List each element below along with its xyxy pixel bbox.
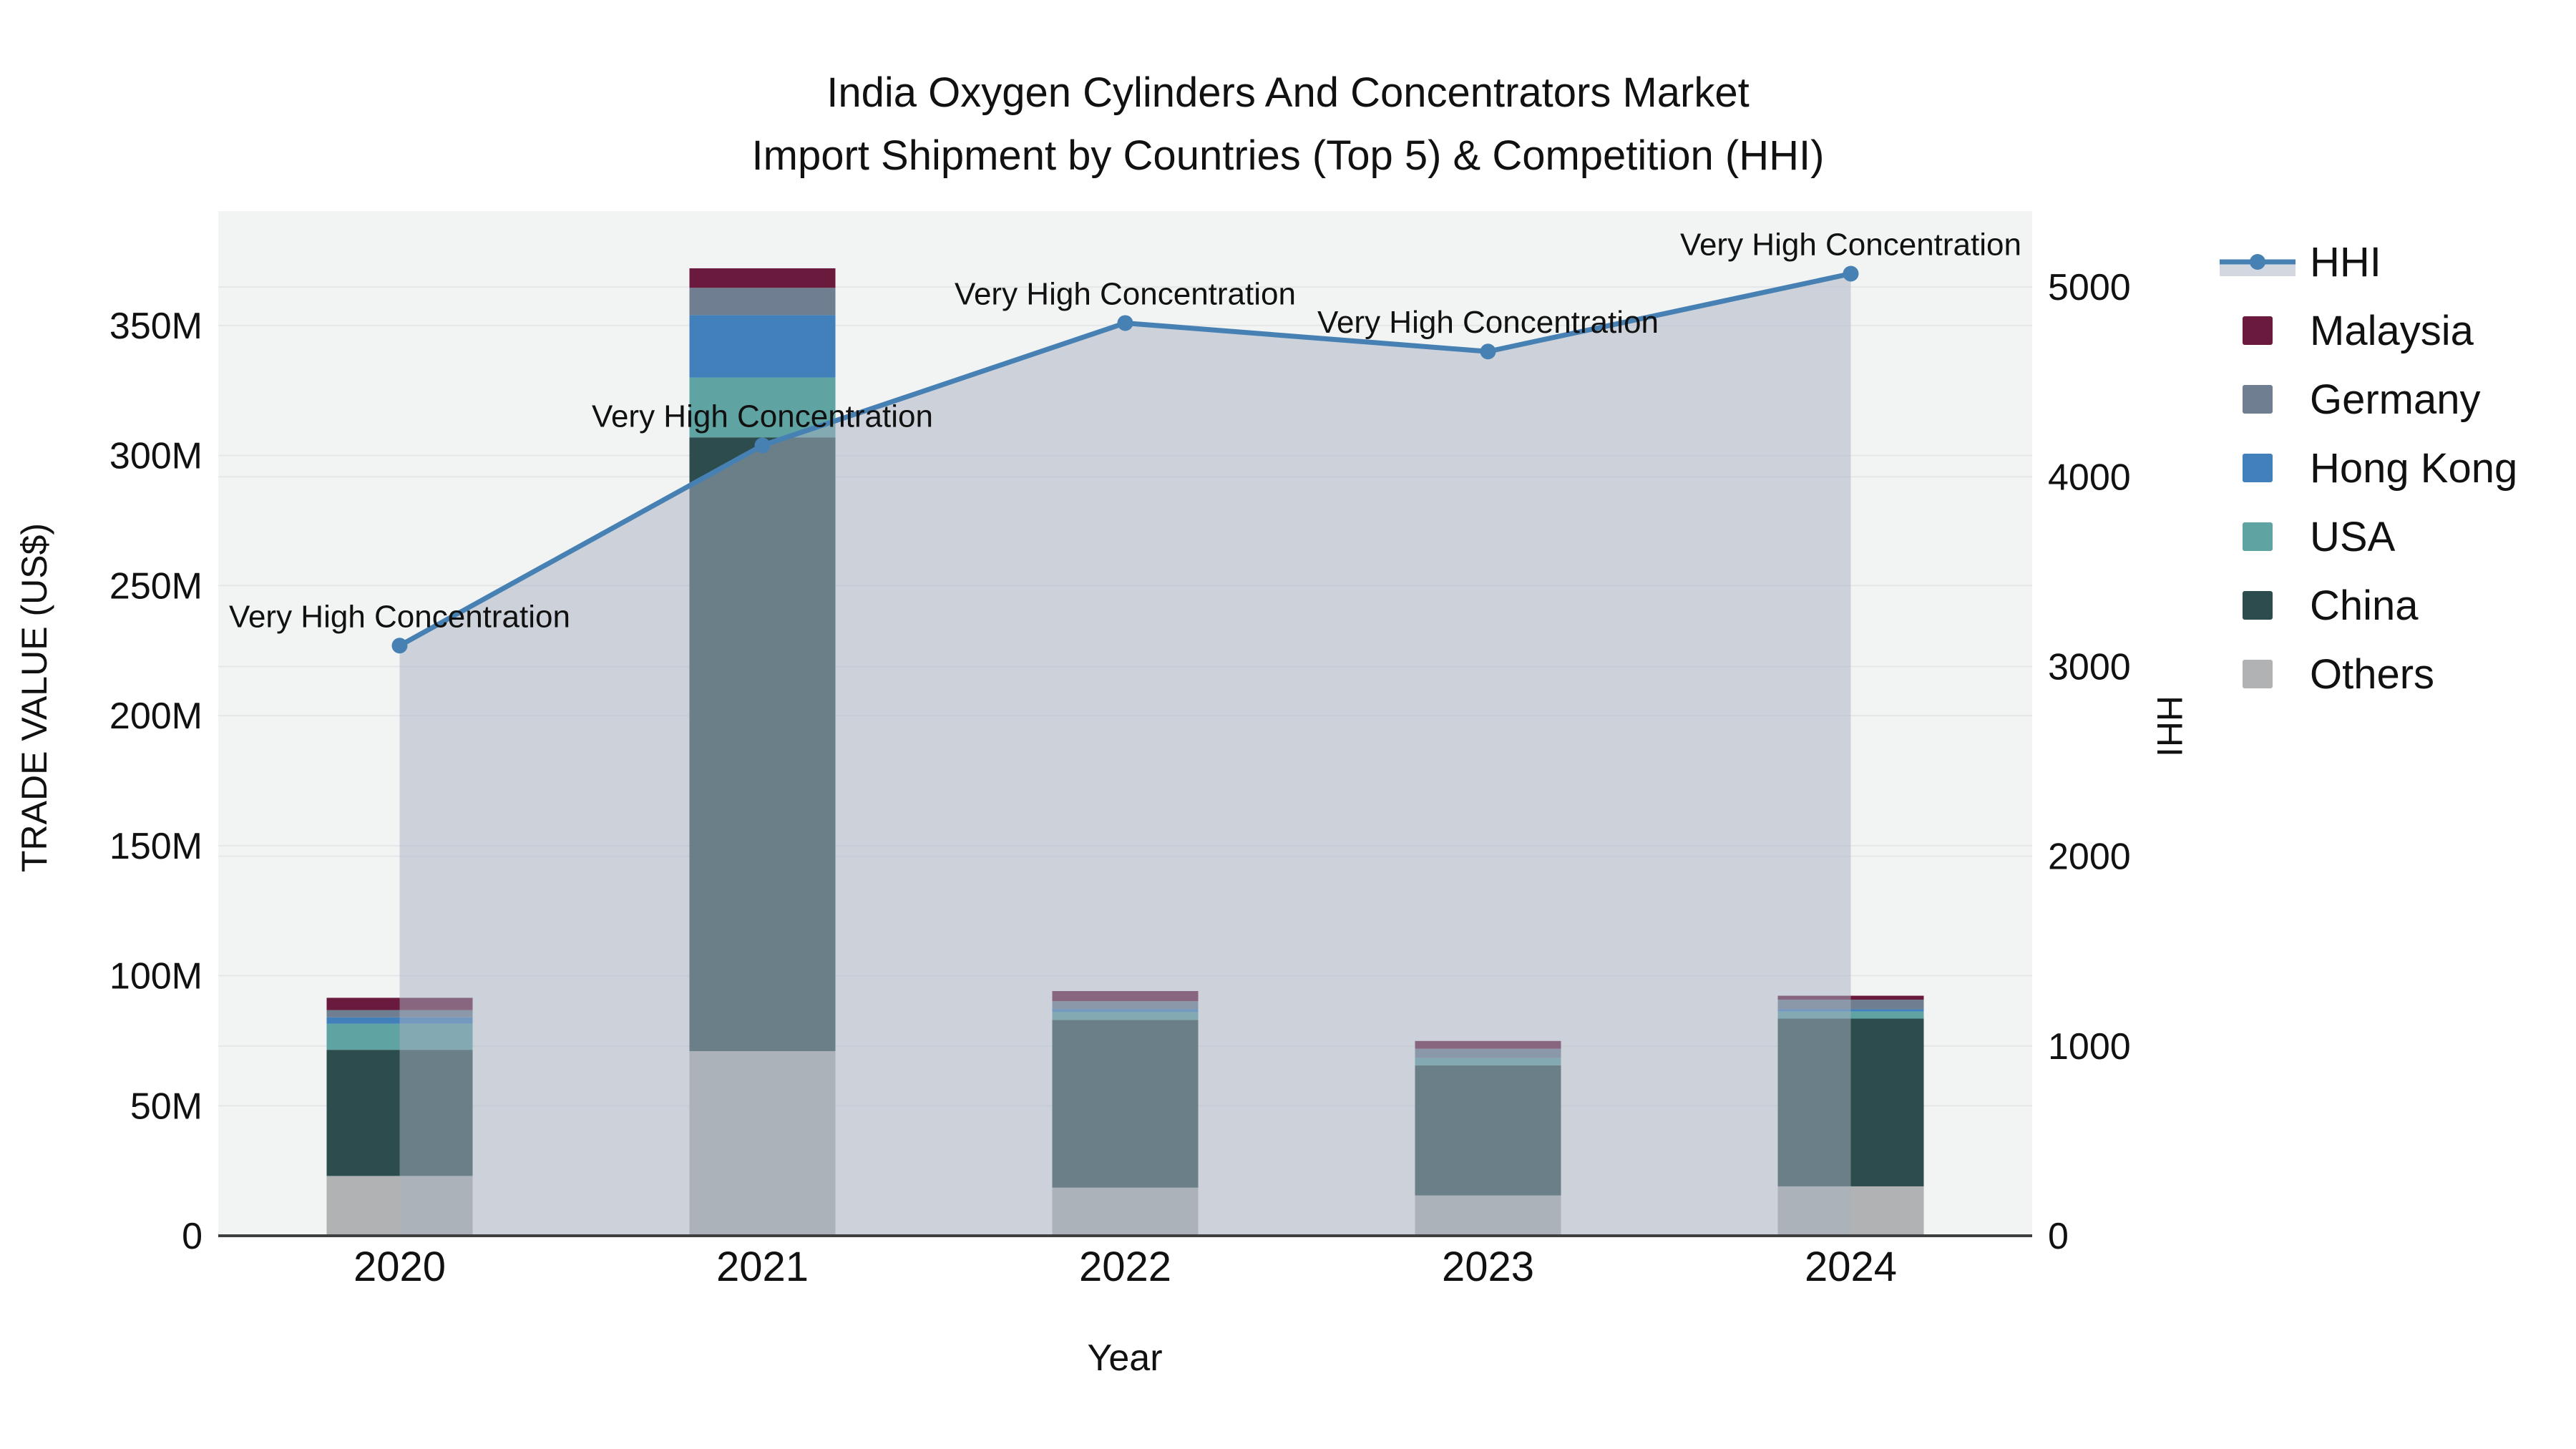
annotation-2020: Very High Concentration xyxy=(229,599,570,634)
x-tick-label: 2024 xyxy=(1805,1244,1897,1290)
china-swatch-square xyxy=(2243,591,2273,620)
malaysia-legend-swatch xyxy=(2218,316,2297,345)
y-axis-title-left: TRADE VALUE (US$) xyxy=(14,522,54,873)
hhi-area-fill xyxy=(399,273,1851,1236)
hhi-legend-dot xyxy=(2250,254,2265,270)
chart-title-line1: India Oxygen Cylinders And Concentrators… xyxy=(826,69,1750,116)
legend-item-others[interactable]: Others xyxy=(2218,640,2517,708)
x-tick-label: 2020 xyxy=(353,1244,446,1290)
malaysia-swatch-square xyxy=(2243,316,2273,345)
legend-item-china[interactable]: China xyxy=(2218,571,2517,640)
bar-segment-malaysia-2021[interactable] xyxy=(689,268,836,288)
x-tick-label: 2023 xyxy=(1442,1244,1534,1290)
usa-swatch-square xyxy=(2243,522,2273,551)
y-right-tick-label: 3000 xyxy=(2048,646,2131,688)
legend-label-hhi: HHI xyxy=(2310,238,2381,286)
y-axis-title-right: HHI xyxy=(2150,695,2190,758)
x-axis-title: Year xyxy=(1087,1337,1163,1379)
others-swatch-square xyxy=(2243,660,2273,688)
legend-label-hong-kong: Hong Kong xyxy=(2310,444,2518,492)
hhi-point-2022[interactable] xyxy=(1117,315,1133,331)
y-left-tick-label: 100M xyxy=(109,956,203,997)
legend-label-others: Others xyxy=(2310,650,2435,698)
y-right-tick-label: 0 xyxy=(2048,1216,2069,1257)
legend-item-malaysia[interactable]: Malaysia xyxy=(2218,296,2517,365)
y-left-tick-label: 50M xyxy=(130,1085,203,1127)
legend-label-malaysia: Malaysia xyxy=(2310,307,2474,354)
chart-title: India Oxygen Cylinders And Concentrators… xyxy=(0,62,2576,187)
y-left-tick-label: 300M xyxy=(109,436,203,477)
y-right-tick-label: 1000 xyxy=(2048,1026,2131,1068)
annotation-2023: Very High Concentration xyxy=(1317,305,1659,340)
legend-item-hong-kong[interactable]: Hong Kong xyxy=(2218,434,2517,502)
y-left-tick-label: 150M xyxy=(109,826,203,867)
y-left-tick-label: 250M xyxy=(109,565,203,607)
legend-item-usa[interactable]: USA xyxy=(2218,502,2517,571)
germany-legend-swatch xyxy=(2218,385,2297,414)
hhi-point-2023[interactable] xyxy=(1480,343,1496,360)
annotation-2024: Very High Concentration xyxy=(1680,228,2021,263)
hhi-legend-swatch xyxy=(2218,243,2297,280)
x-tick-label: 2021 xyxy=(716,1244,809,1290)
annotation-2021: Very High Concentration xyxy=(592,399,933,434)
legend-label-usa: USA xyxy=(2310,513,2396,560)
chart-title-line2: Import Shipment by Countries (Top 5) & C… xyxy=(751,132,1825,179)
germany-swatch-square xyxy=(2243,385,2273,414)
legend-item-hhi[interactable]: HHI xyxy=(2218,228,2517,296)
y-left-tick-label: 0 xyxy=(182,1216,203,1257)
china-legend-swatch xyxy=(2218,591,2297,620)
y-left-tick-label: 200M xyxy=(109,696,203,737)
legend-label-china: China xyxy=(2310,582,2419,629)
y-right-tick-label: 5000 xyxy=(2048,267,2131,308)
bar-segment-hong-kong-2021[interactable] xyxy=(689,315,836,378)
hong-kong-swatch-square xyxy=(2243,454,2273,482)
hong-kong-legend-swatch xyxy=(2218,454,2297,482)
hhi-point-2020[interactable] xyxy=(391,638,408,654)
y-left-tick-label: 350M xyxy=(109,306,203,347)
y-right-tick-label: 4000 xyxy=(2048,457,2131,498)
x-tick-label: 2022 xyxy=(1079,1244,1171,1290)
legend-item-germany[interactable]: Germany xyxy=(2218,365,2517,434)
legend-label-germany: Germany xyxy=(2310,376,2481,423)
y-right-tick-label: 2000 xyxy=(2048,836,2131,878)
hhi-point-2024[interactable] xyxy=(1843,265,1859,282)
annotation-2022: Very High Concentration xyxy=(955,276,1296,311)
legend: HHI Malaysia Germany Hong Kong USA China… xyxy=(2218,228,2517,708)
bar-segment-germany-2021[interactable] xyxy=(689,288,836,316)
hhi-point-2021[interactable] xyxy=(754,437,771,454)
others-legend-swatch xyxy=(2218,660,2297,688)
usa-legend-swatch xyxy=(2218,522,2297,551)
